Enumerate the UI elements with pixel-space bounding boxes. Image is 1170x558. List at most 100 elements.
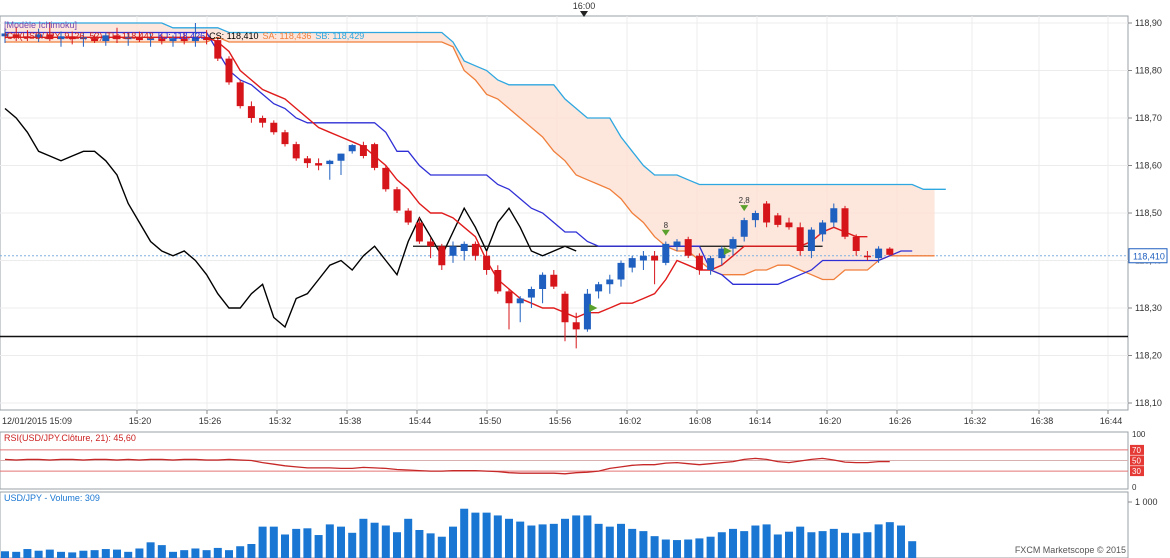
time-tick-label: 16:02	[619, 416, 642, 426]
price-tick-label: 118,80	[1135, 66, 1162, 76]
bullish-candle	[169, 38, 177, 42]
volume-bar	[572, 515, 581, 558]
indicator-name: [Modèle Ichimoku]	[4, 20, 77, 30]
bullish-candle	[539, 274, 547, 289]
buy-signal-arrow	[661, 229, 670, 236]
time-axis: 12/01/2015 15:09 15:20 15:26 15:32 15:38 15:4…	[2, 410, 1122, 426]
volume-bar	[673, 540, 681, 558]
volume-bar	[527, 525, 536, 558]
volume-bar	[751, 525, 760, 558]
kijun-sen-line	[5, 31, 913, 285]
bullish-candle	[1, 33, 9, 37]
bearish-candle	[438, 246, 446, 266]
bearish-candle	[550, 274, 558, 287]
bullish-candle	[348, 145, 356, 152]
bearish-candle	[247, 106, 255, 118]
bearish-candle	[91, 38, 99, 42]
bearish-candle	[23, 36, 31, 39]
volume-bar	[34, 550, 43, 558]
last-price-box	[1128, 248, 1168, 264]
volume-bar	[124, 551, 133, 558]
bullish-candle	[191, 37, 199, 42]
bullish-candle	[729, 239, 737, 249]
volume-bar	[359, 518, 368, 558]
bullish-candle	[673, 241, 681, 247]
volume-bar	[23, 549, 32, 558]
bearish-candle	[359, 145, 367, 156]
volume-bar	[796, 526, 805, 558]
bearish-candle	[471, 243, 479, 256]
volume-bar	[908, 541, 917, 558]
bearish-candle	[505, 291, 513, 304]
volume-bar	[695, 538, 704, 558]
senkou-span-b-line	[5, 22, 946, 190]
volume-tick-label: 1 000	[1135, 497, 1158, 507]
rsi-title: RSI(USD/JPY.Clôture, 21): 45,60	[4, 433, 136, 443]
bullish-candle	[527, 289, 535, 298]
price-tick-label: 118,50	[1135, 208, 1162, 218]
bullish-candle	[707, 258, 715, 270]
rsi-tick-label: 50	[1132, 457, 1141, 466]
bullish-candle	[460, 243, 468, 251]
time-tick-label: 15:20	[129, 416, 152, 426]
volume-bar	[348, 532, 357, 558]
volume-bar	[549, 523, 558, 558]
buy-signal-arrow	[740, 205, 749, 212]
time-tick-label: 16:38	[1031, 416, 1054, 426]
bearish-candle	[382, 167, 390, 190]
bearish-candle	[281, 132, 289, 145]
bullish-candle	[606, 279, 614, 285]
bullish-candle	[740, 220, 748, 237]
bearish-candle	[180, 38, 188, 42]
bearish-candle	[236, 82, 244, 107]
volume-bar	[762, 524, 771, 558]
volume-bar	[236, 546, 245, 558]
volume-bar	[213, 547, 222, 558]
candlesticks	[1, 22, 894, 349]
volume-bar	[449, 526, 457, 558]
chikou-legend: CS: 118,410	[209, 31, 258, 41]
bullish-candle	[516, 298, 524, 304]
volume-bar	[818, 531, 827, 558]
volume-bar	[874, 524, 883, 558]
bearish-candle	[315, 163, 323, 166]
price-tick-label: 118,30	[1135, 303, 1162, 313]
bullish-candle	[807, 229, 815, 251]
volume-bar	[225, 550, 233, 558]
volume-bar	[146, 542, 155, 558]
bullish-candle	[124, 37, 132, 40]
kumo-fill	[5, 23, 935, 280]
time-tick-label: 16:14	[749, 416, 772, 426]
volume-bar	[79, 550, 88, 558]
bearish-candle	[796, 227, 804, 251]
bearish-candle	[270, 122, 278, 133]
volume-bar	[538, 524, 547, 558]
bearish-candle	[774, 215, 782, 225]
volume-bar	[258, 526, 267, 558]
volume-histogram: 1 000	[1, 497, 1158, 558]
senkou-b-legend: SB: 118,429	[315, 31, 364, 41]
volume-bar	[292, 528, 301, 558]
bullish-candle	[35, 34, 43, 38]
volume-bar	[393, 532, 401, 558]
volume-title: USD/JPY - Volume: 309	[4, 493, 100, 503]
volume-bar	[829, 528, 838, 558]
bearish-candle	[158, 38, 166, 42]
time-tick-label: 12/01/2015 15:09	[2, 416, 72, 426]
volume-bar	[650, 536, 659, 558]
volume-bar	[202, 550, 211, 558]
bearish-candle	[303, 158, 311, 164]
bearish-candle	[225, 58, 233, 83]
rsi-tick-label: 70	[1132, 446, 1141, 455]
rsi-level-badge	[1130, 455, 1144, 466]
bearish-candle	[561, 293, 569, 323]
senkou-span-a-line	[5, 36, 935, 281]
volume-bar	[661, 539, 670, 558]
volume-bar	[169, 551, 177, 558]
bearish-candle	[863, 255, 871, 258]
bullish-candle	[337, 153, 345, 161]
volume-bar	[583, 515, 592, 558]
volume-bar	[12, 551, 21, 558]
tenkan-sen-line	[5, 36, 868, 319]
